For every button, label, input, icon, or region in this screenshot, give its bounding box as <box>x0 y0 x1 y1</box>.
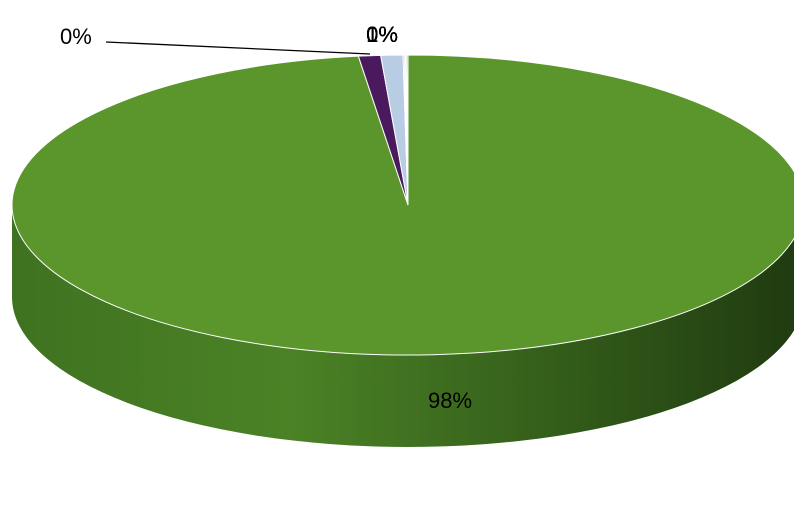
data-label-5: 0% <box>366 22 398 47</box>
pie-labels: 98%1%1%0%0%0%0%0% <box>60 22 472 413</box>
pie-side <box>12 205 794 447</box>
pie-slice-6 <box>406 54 409 206</box>
pie-side-wall <box>12 205 794 447</box>
leader-line <box>105 41 371 55</box>
leader-label: 0% <box>60 24 92 49</box>
data-label-2: 1% <box>366 22 398 47</box>
data-label-6: 0% <box>366 22 398 47</box>
pie-slice-0 <box>11 54 794 356</box>
data-label-1: 1% <box>366 22 398 47</box>
data-label-4: 0% <box>366 22 398 47</box>
data-label-0: 98% <box>428 388 472 413</box>
pie-top <box>11 54 794 356</box>
data-label-3: 0% <box>366 22 398 47</box>
